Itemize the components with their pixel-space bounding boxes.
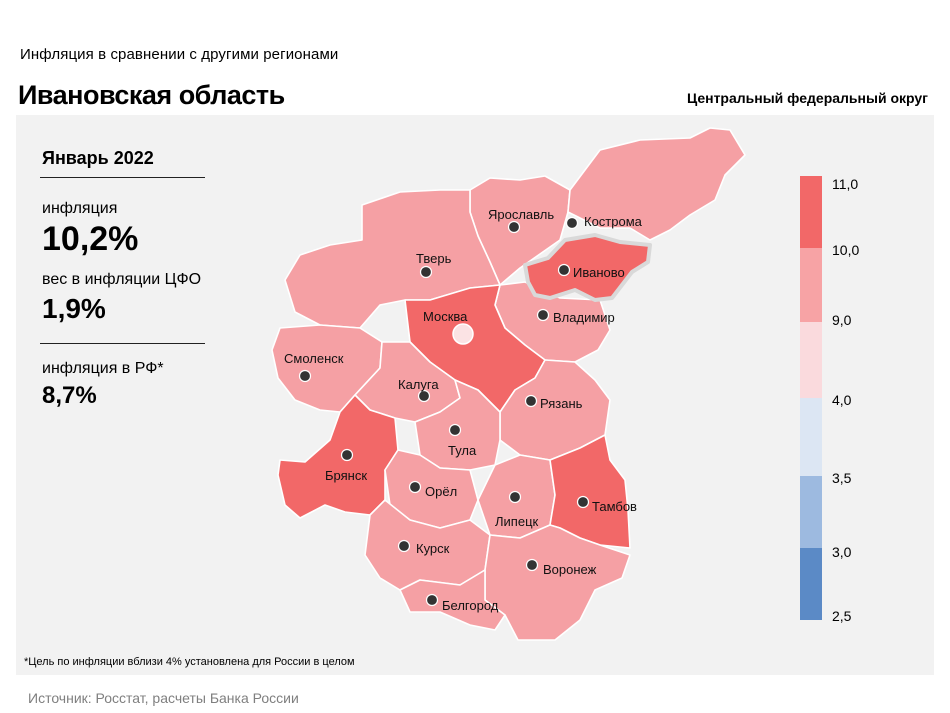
legend-tick-label: 9,0 <box>832 312 852 328</box>
inflation-label: инфляция <box>42 200 118 217</box>
city-label: Иваново <box>573 265 625 280</box>
legend-tick-label: 4,0 <box>832 392 852 408</box>
city-label: Кострома <box>584 214 643 229</box>
city-marker <box>417 389 431 403</box>
stats-divider <box>40 343 205 344</box>
city-marker <box>524 394 538 408</box>
legend-segment <box>800 548 822 620</box>
region-belgorod[interactable] <box>399 569 506 631</box>
city-marker <box>576 495 590 509</box>
legend-tick-label: 11,0 <box>832 176 859 192</box>
city-label: Смоленск <box>284 351 344 366</box>
city-marker <box>340 448 354 462</box>
rf-inflation-label: инфляция в РФ* <box>42 360 164 377</box>
city-label: Воронеж <box>543 562 597 577</box>
district-label: Центральный федеральный округ <box>686 90 928 106</box>
region-kostroma[interactable] <box>567 127 746 241</box>
period-label: Январь 2022 <box>40 148 205 178</box>
city-label: Тула <box>448 443 477 458</box>
city-label: Орёл <box>425 484 457 499</box>
city-label: Владимир <box>553 310 615 325</box>
city-label: Рязань <box>540 396 583 411</box>
weight-value: 1,9% <box>42 293 106 324</box>
footnote: *Цель по инфляции вблизи 4% установлена … <box>24 656 355 668</box>
city-label: Курск <box>416 541 450 556</box>
city-markers <box>298 216 590 607</box>
legend-tick-label: 10,0 <box>832 242 860 258</box>
city-label: Москва <box>423 309 468 324</box>
inflation-value: 10,2% <box>42 220 139 258</box>
city-labels: Ярославль Кострома Иваново Тверь Москва Влади… <box>284 207 643 613</box>
city-marker <box>298 369 312 383</box>
city-marker <box>425 593 439 607</box>
city-label: Тверь <box>416 251 452 266</box>
legend-segment <box>800 322 822 398</box>
city-marker <box>397 539 411 553</box>
region-ivanovo[interactable] <box>523 233 652 302</box>
city-label: Белгород <box>442 598 499 613</box>
legend-segment <box>800 176 822 248</box>
city-marker <box>507 220 521 234</box>
stats-panel: Январь 2022 инфляция 10,2% вес в инфляци… <box>40 148 205 422</box>
city-marker <box>536 308 550 322</box>
city-marker <box>419 265 433 279</box>
legend-tick-label: 2,5 <box>832 608 852 624</box>
city-label: Ярославль <box>488 207 554 222</box>
city-marker <box>508 490 522 504</box>
city-label: Липецк <box>495 514 539 529</box>
legend-tick-label: 3,5 <box>832 470 852 486</box>
city-marker <box>525 558 539 572</box>
weight-label: вес в инфляции ЦФО <box>42 271 202 288</box>
legend-segment <box>800 476 822 548</box>
legend-tick-label: 3,0 <box>832 544 852 560</box>
city-label: Калуга <box>398 377 439 392</box>
city-marker <box>452 323 474 345</box>
city-label: Тамбов <box>592 499 637 514</box>
rf-inflation-value: 8,7% <box>42 382 97 409</box>
city-marker <box>557 263 571 277</box>
city-marker <box>565 216 579 230</box>
legend-segment <box>800 398 822 476</box>
page-subtitle: Инфляция в сравнении с другими регионами <box>20 46 339 63</box>
city-marker <box>408 480 422 494</box>
city-marker <box>448 423 462 437</box>
source-note: Источник: Росстат, расчеты Банка России <box>28 690 299 706</box>
page-title: Ивановская область <box>18 80 285 110</box>
legend-segment <box>800 248 822 322</box>
city-label: Брянск <box>325 468 367 483</box>
region-bryansk[interactable] <box>277 394 399 519</box>
